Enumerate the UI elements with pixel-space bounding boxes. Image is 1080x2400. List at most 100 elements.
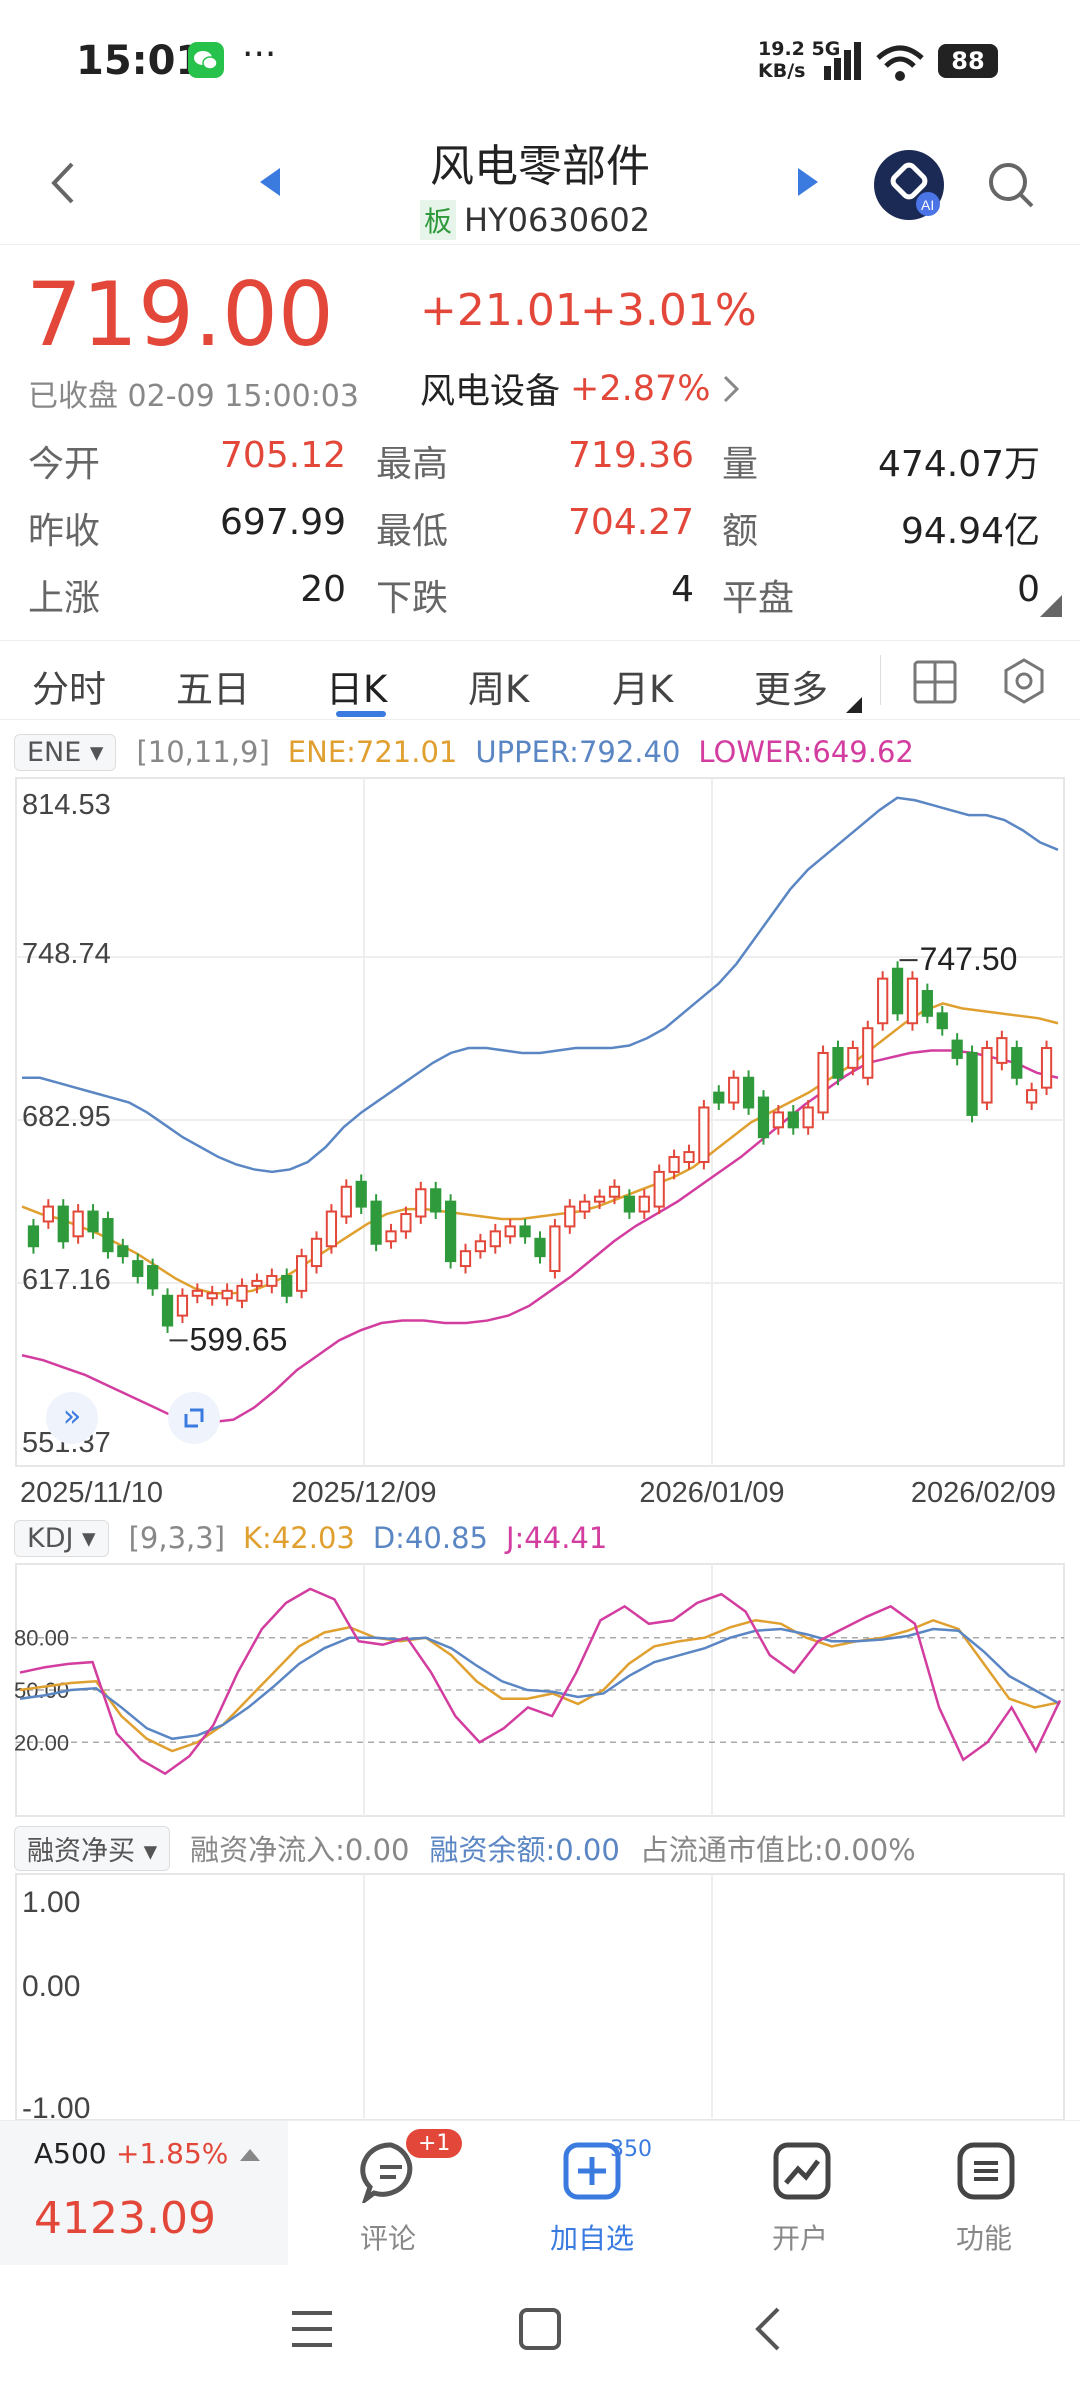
series-line-upper	[22, 796, 1059, 1174]
nav-back-icon[interactable]	[752, 2305, 782, 2353]
candle-body	[27, 1225, 40, 1248]
candle-body	[310, 1237, 323, 1268]
stat-label: 平盘	[722, 578, 795, 619]
kline-frame	[15, 777, 1065, 1467]
margin-inflow: 融资净流入:0.00	[190, 1833, 410, 1867]
margin-ratio: 占流通市值比:0.00%	[639, 1833, 916, 1867]
y-tick-label: 682.95	[22, 1101, 111, 1133]
extreme-label: 747.50	[920, 941, 1018, 977]
caret-up-icon	[240, 2149, 260, 2161]
candle-body	[1040, 1047, 1053, 1089]
stat-label: 最低	[376, 511, 449, 552]
candle-body	[370, 1200, 382, 1245]
candle-body	[981, 1047, 993, 1104]
ene-selector[interactable]: ENE ▾	[14, 733, 117, 771]
stat-value: 719.36	[568, 435, 694, 476]
candle-body	[608, 1185, 621, 1198]
candle-body	[444, 1200, 457, 1263]
prev-stock-icon[interactable]	[256, 166, 282, 198]
candle-body	[579, 1200, 591, 1213]
kline-chart[interactable]: 814.53748.74682.95617.16551.372025/11/10…	[0, 776, 1080, 1516]
recent-apps-icon[interactable]	[290, 2309, 334, 2349]
candle-body	[728, 1076, 740, 1104]
comment-button[interactable]: +1 评论	[340, 2121, 463, 2266]
candle-body	[296, 1255, 308, 1292]
y-tick-label: 617.16	[22, 1264, 111, 1296]
wechat-icon	[188, 42, 224, 78]
candle-body	[742, 1076, 755, 1109]
settings-gear-icon[interactable]	[1000, 657, 1048, 707]
tab-intraday[interactable]: 分时	[32, 668, 106, 711]
candle-body	[385, 1230, 397, 1243]
tab-weekly-k[interactable]: 周K	[468, 668, 530, 711]
kdj-line-d	[19, 1627, 1061, 1741]
next-stock-icon[interactable]	[796, 166, 822, 198]
ai-assistant-icon[interactable]: AI	[874, 150, 944, 220]
candle-body	[996, 1037, 1008, 1064]
last-price: 719.00	[26, 263, 334, 366]
candle-body	[593, 1195, 606, 1203]
system-nav-bar	[0, 2265, 1080, 2400]
sector-pct: +2.87%	[570, 368, 711, 409]
ene-value: ENE:721.01	[287, 735, 458, 769]
d-value: D:40.85	[372, 1521, 488, 1555]
candle-body	[355, 1180, 367, 1208]
k-value: K:42.03	[243, 1521, 355, 1555]
reset-zoom-icon[interactable]	[168, 1392, 220, 1444]
kdj-selector[interactable]: KDJ ▾	[14, 1519, 109, 1557]
extreme-label: 599.65	[190, 1321, 288, 1357]
stat-label: 昨收	[28, 511, 101, 552]
candle-body	[832, 1047, 844, 1079]
margin-tick-label: 0.00	[22, 1970, 80, 2003]
bottom-toolbar: A500 +1.85% 4123.09 +1 评论 350 加自选 开户 功能	[0, 2120, 1080, 2266]
add-watchlist-button[interactable]: 350 加自选	[540, 2121, 670, 2266]
index-ticker[interactable]: A500 +1.85% 4123.09	[0, 2121, 288, 2266]
margin-selector[interactable]: 融资净买 ▾	[14, 1825, 171, 1871]
function-menu-button[interactable]: 功能	[944, 2121, 1044, 2266]
close-status: 已收盘 02-09 15:00:03	[28, 379, 359, 414]
ene-params: [10,11,9]	[136, 735, 270, 769]
stats-grid: 今开 705.12 最高 719.36 量 474.07万 昨收 697.99 最低 704.27…	[0, 435, 1080, 635]
price-change: +21.01	[420, 285, 583, 336]
trend-chart-icon	[773, 2142, 831, 2200]
candle-body	[266, 1274, 278, 1287]
watch-label: 加自选	[550, 2222, 635, 2255]
back-arrow-icon[interactable]	[48, 160, 78, 206]
candle-body	[489, 1230, 501, 1248]
signal-icon	[824, 42, 861, 80]
margin-balance: 融资余额:0.00	[429, 1833, 620, 1867]
open-account-button[interactable]: 开户	[760, 2121, 860, 2266]
candle-body	[534, 1237, 546, 1258]
status-time: 15:01	[76, 38, 204, 84]
tab-daily-k[interactable]: 日K	[326, 668, 388, 711]
tab-five-day[interactable]: 五日	[176, 668, 250, 711]
expand-left-icon[interactable]: »	[46, 1392, 98, 1444]
margin-chart[interactable]: 1.00 0.00 -1.00	[0, 1872, 1080, 2120]
upper-value: UPPER:792.40	[475, 735, 681, 769]
candle-body	[325, 1210, 338, 1248]
candle-body	[206, 1292, 218, 1300]
stat-label: 下跌	[376, 578, 449, 619]
layout-grid-icon[interactable]	[912, 659, 958, 705]
sector-link[interactable]: 风电设备 +2.87%	[420, 363, 743, 414]
kdj-line-j	[19, 1587, 1062, 1776]
candle-body	[668, 1156, 680, 1173]
stat-label: 今开	[28, 444, 101, 485]
margin-legend: 融资净买 ▾ 融资净流入:0.00 融资余额:0.00 占流通市值比:0.00%	[14, 1825, 916, 1871]
candle-body	[147, 1265, 159, 1290]
tab-monthly-k[interactable]: 月K	[612, 668, 674, 711]
candle-body	[817, 1051, 829, 1114]
status-bar: 15:01 ··· 19.2 5G KB/s 88	[0, 0, 1080, 120]
tab-more[interactable]: 更多	[754, 668, 828, 711]
candle-body	[102, 1217, 114, 1253]
candle-body	[117, 1245, 129, 1258]
expand-corner-icon[interactable]	[1040, 595, 1062, 617]
comment-label: 评论	[360, 2222, 417, 2255]
search-icon[interactable]	[986, 160, 1036, 210]
stat-value: 705.12	[220, 435, 346, 476]
stat-label: 最高	[376, 444, 449, 485]
home-icon[interactable]	[518, 2307, 562, 2351]
candle-body	[877, 977, 889, 1025]
stat-value: 94.94亿	[900, 511, 1040, 552]
